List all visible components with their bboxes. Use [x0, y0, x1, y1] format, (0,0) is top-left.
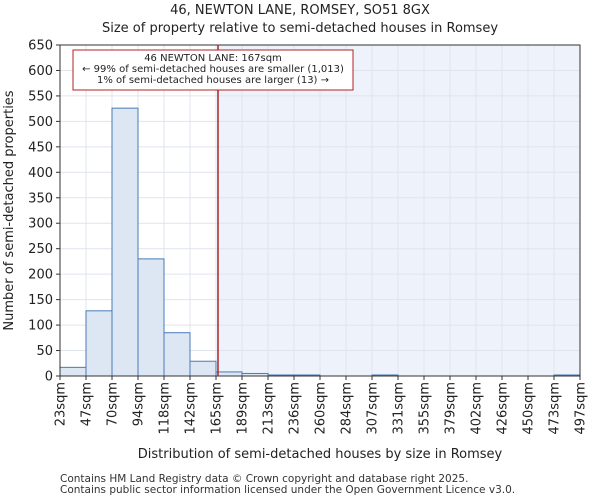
y-tick-label: 50 — [36, 344, 53, 359]
annotation-title: 46 NEWTON LANE: 167sqm — [144, 53, 282, 64]
x-tick-label: 307sqm — [366, 382, 381, 435]
x-tick-label: 213sqm — [262, 382, 277, 435]
annotation-box — [72, 49, 354, 91]
x-axis-label: Distribution of semi-detached houses by … — [138, 447, 503, 462]
annotation-smaller: ← 99% of semi-detached houses are smalle… — [82, 64, 344, 75]
x-tick-label: 473sqm — [548, 382, 563, 435]
histogram-bar — [215, 371, 243, 377]
x-tick-label: 450sqm — [522, 382, 537, 435]
histogram-bar — [111, 107, 139, 377]
x-tick-label: 284sqm — [340, 382, 355, 435]
x-tick-label: 355sqm — [418, 382, 433, 435]
histogram-bar — [59, 366, 87, 377]
y-tick-label: 250 — [28, 242, 53, 257]
histogram-chart: 0 50 100 150 200 250 300 350 400 450 500 550 600 650 2… — [2, 39, 589, 463]
x-tick-label: 260sqm — [314, 382, 329, 435]
y-tick-label: 400 — [28, 166, 53, 181]
histogram-bar — [189, 360, 217, 377]
y-tick-label: 300 — [28, 217, 53, 232]
x-tick-label: 47sqm — [80, 382, 95, 426]
chart-subtitle: Size of property relative to semi-detach… — [101, 21, 499, 36]
y-tick-label: 500 — [28, 115, 53, 130]
y-tick-label: 200 — [28, 268, 53, 283]
y-axis-label: Number of semi-detached properties — [2, 90, 17, 330]
y-tick-label: 650 — [28, 39, 53, 54]
histogram-bar — [163, 332, 191, 377]
highlight-region — [217, 45, 581, 376]
footer-copyright: Contains HM Land Registry data © Crown c… — [60, 473, 469, 485]
x-tick-label: 189sqm — [236, 382, 251, 435]
y-tick-label: 100 — [28, 319, 53, 334]
chart-title: 46, NEWTON LANE, ROMSEY, SO51 8GX — [170, 3, 430, 18]
y-tick-label: 550 — [28, 89, 53, 104]
x-tick-label: 379sqm — [444, 382, 459, 435]
footer-licence: Contains public sector information licen… — [60, 484, 516, 496]
x-tick-label: 402sqm — [470, 382, 485, 435]
x-tick-label: 331sqm — [392, 382, 407, 435]
x-tick-label: 236sqm — [288, 382, 303, 435]
x-tick-label: 142sqm — [184, 382, 199, 435]
annotation-larger: 1% of semi-detached houses are larger (1… — [97, 75, 329, 86]
x-tick-label: 426sqm — [496, 382, 511, 435]
y-tick-label: 600 — [28, 64, 53, 79]
histogram-bar — [85, 310, 113, 377]
x-tick-label: 70sqm — [106, 382, 121, 426]
y-tick-label: 0 — [45, 370, 53, 385]
histogram-bar — [137, 258, 165, 377]
x-tick-label: 94sqm — [132, 382, 147, 426]
x-tick-label: 118sqm — [158, 382, 173, 435]
y-tick-label: 150 — [28, 293, 53, 308]
x-tick-label: 23sqm — [54, 382, 69, 426]
x-tick-label: 497sqm — [574, 382, 589, 435]
y-tick-label: 450 — [28, 140, 53, 155]
y-tick-label: 350 — [28, 191, 53, 206]
x-tick-label: 165sqm — [210, 382, 225, 435]
